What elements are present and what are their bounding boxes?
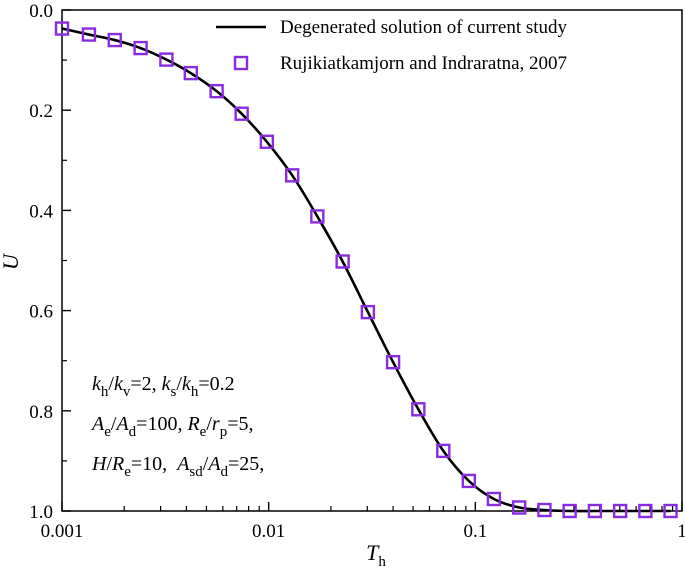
parameter-fragment: k [182,373,192,395]
parameter-fragment: H [91,453,108,475]
parameter-fragment: / [203,453,209,475]
y-tick-label: 1.0 [29,502,53,523]
parameter-fragment: A [90,413,105,435]
parameter-fragment: d [129,424,137,440]
parameter-line: Ae/Ad=100, Re/rp=5, [90,413,253,440]
x-tick-label: 0.001 [41,521,84,542]
series-line [61,27,671,513]
data-point-marker [133,40,148,56]
parameter-fragment: A [206,453,221,475]
data-point-marker [461,473,477,489]
parameter-line: kh/kv=2, ks/kh=0.2 [92,373,235,400]
x-tick-label: 0.1 [463,521,487,542]
parameter-fragment: r [212,413,220,435]
y-axis-title: U [0,252,23,270]
y-axis: 0.0 0.2 0.4 0.6 0.8 1.0 [29,1,71,523]
parameter-fragment: k [162,373,172,395]
data-point-marker [285,168,300,183]
data-point-marker [259,134,275,149]
parameter-fragment: / [111,413,117,435]
parameter-fragment: / [106,453,112,475]
parameter-fragment: =2, [130,373,161,395]
parameter-fragment: / [176,373,182,395]
parameter-fragment: =100, [136,413,187,435]
parameter-fragment: h [191,384,199,400]
legend: Degenerated solution of current study Ruj… [216,17,568,74]
data-point-marker [638,503,653,519]
x-axis-title-sub: h [378,554,386,570]
data-point-marker [209,83,224,99]
data-point-marker [385,355,401,370]
data-point-marker [436,443,451,459]
x-axis-title: Th [366,540,386,570]
parameter-fragment: =0.2 [198,373,234,395]
data-point-marker [511,500,527,515]
data-point-marker [587,503,603,519]
parameter-fragment: / [206,413,212,435]
x-tick-label: 1 [677,521,685,542]
parameter-fragment: =25, [228,453,264,475]
parameter-fragment: A [114,413,129,435]
plot-frame [61,9,683,512]
y-tick-label: 0.2 [29,101,53,122]
data-point-marker [486,491,502,507]
parameter-fragment: e [124,464,131,480]
y-tick-label: 0.0 [29,1,53,22]
legend-label: Degenerated solution of current study [280,17,568,38]
parameter-fragment: e [104,424,111,440]
data-point-marker [335,254,350,269]
legend-label: Rujikiatkamjorn and Indraratna, 2007 [280,53,567,74]
data-point-marker [411,402,426,417]
data-point-marker [562,503,577,519]
parameter-fragment: R [111,453,124,475]
legend-square-swatch [233,55,249,71]
parameter-annotation: kh/kv=2, ks/kh=0.2Ae/Ad=100, Re/rp=5,H/R… [90,373,264,480]
data-point-marker [612,503,628,519]
data-point-marker [663,503,678,519]
parameter-fragment: v [123,384,131,400]
data-point-marker [310,209,325,224]
parameter-fragment: k [114,373,124,395]
parameter-fragment: =5, [227,413,253,435]
x-tick-label: 0.01 [252,521,285,542]
series-0 [61,27,671,513]
parameter-fragment: R [186,413,199,435]
data-point-marker [234,106,249,121]
data-point-marker [537,502,552,518]
parameter-fragment: h [101,384,109,400]
y-tick-label: 0.6 [29,302,53,323]
parameter-fragment: / [108,373,114,395]
data-point-marker [81,27,97,42]
data-point-marker [107,32,122,48]
data-point-marker [54,21,70,36]
parameter-line: H/Re=10, Asd/Ad=25, [91,453,264,480]
parameter-fragment: s [171,384,177,400]
data-point-marker [159,52,174,67]
parameter-fragment: A [175,453,190,475]
x-axis: 0.001 0.01 0.1 1 [41,502,685,542]
parameter-fragment: k [92,373,102,395]
y-tick-label: 0.8 [29,402,53,423]
data-point-marker [360,304,376,320]
x-axis-title-main: T [366,540,380,565]
data-point-marker [183,65,199,81]
parameter-fragment: p [220,424,228,440]
parameter-fragment: sd [189,464,203,480]
parameter-fragment: d [221,464,229,480]
y-tick-label: 0.4 [29,201,53,222]
series-1 [54,21,678,519]
parameter-fragment: =10, [131,453,177,475]
parameter-fragment: e [200,424,207,440]
